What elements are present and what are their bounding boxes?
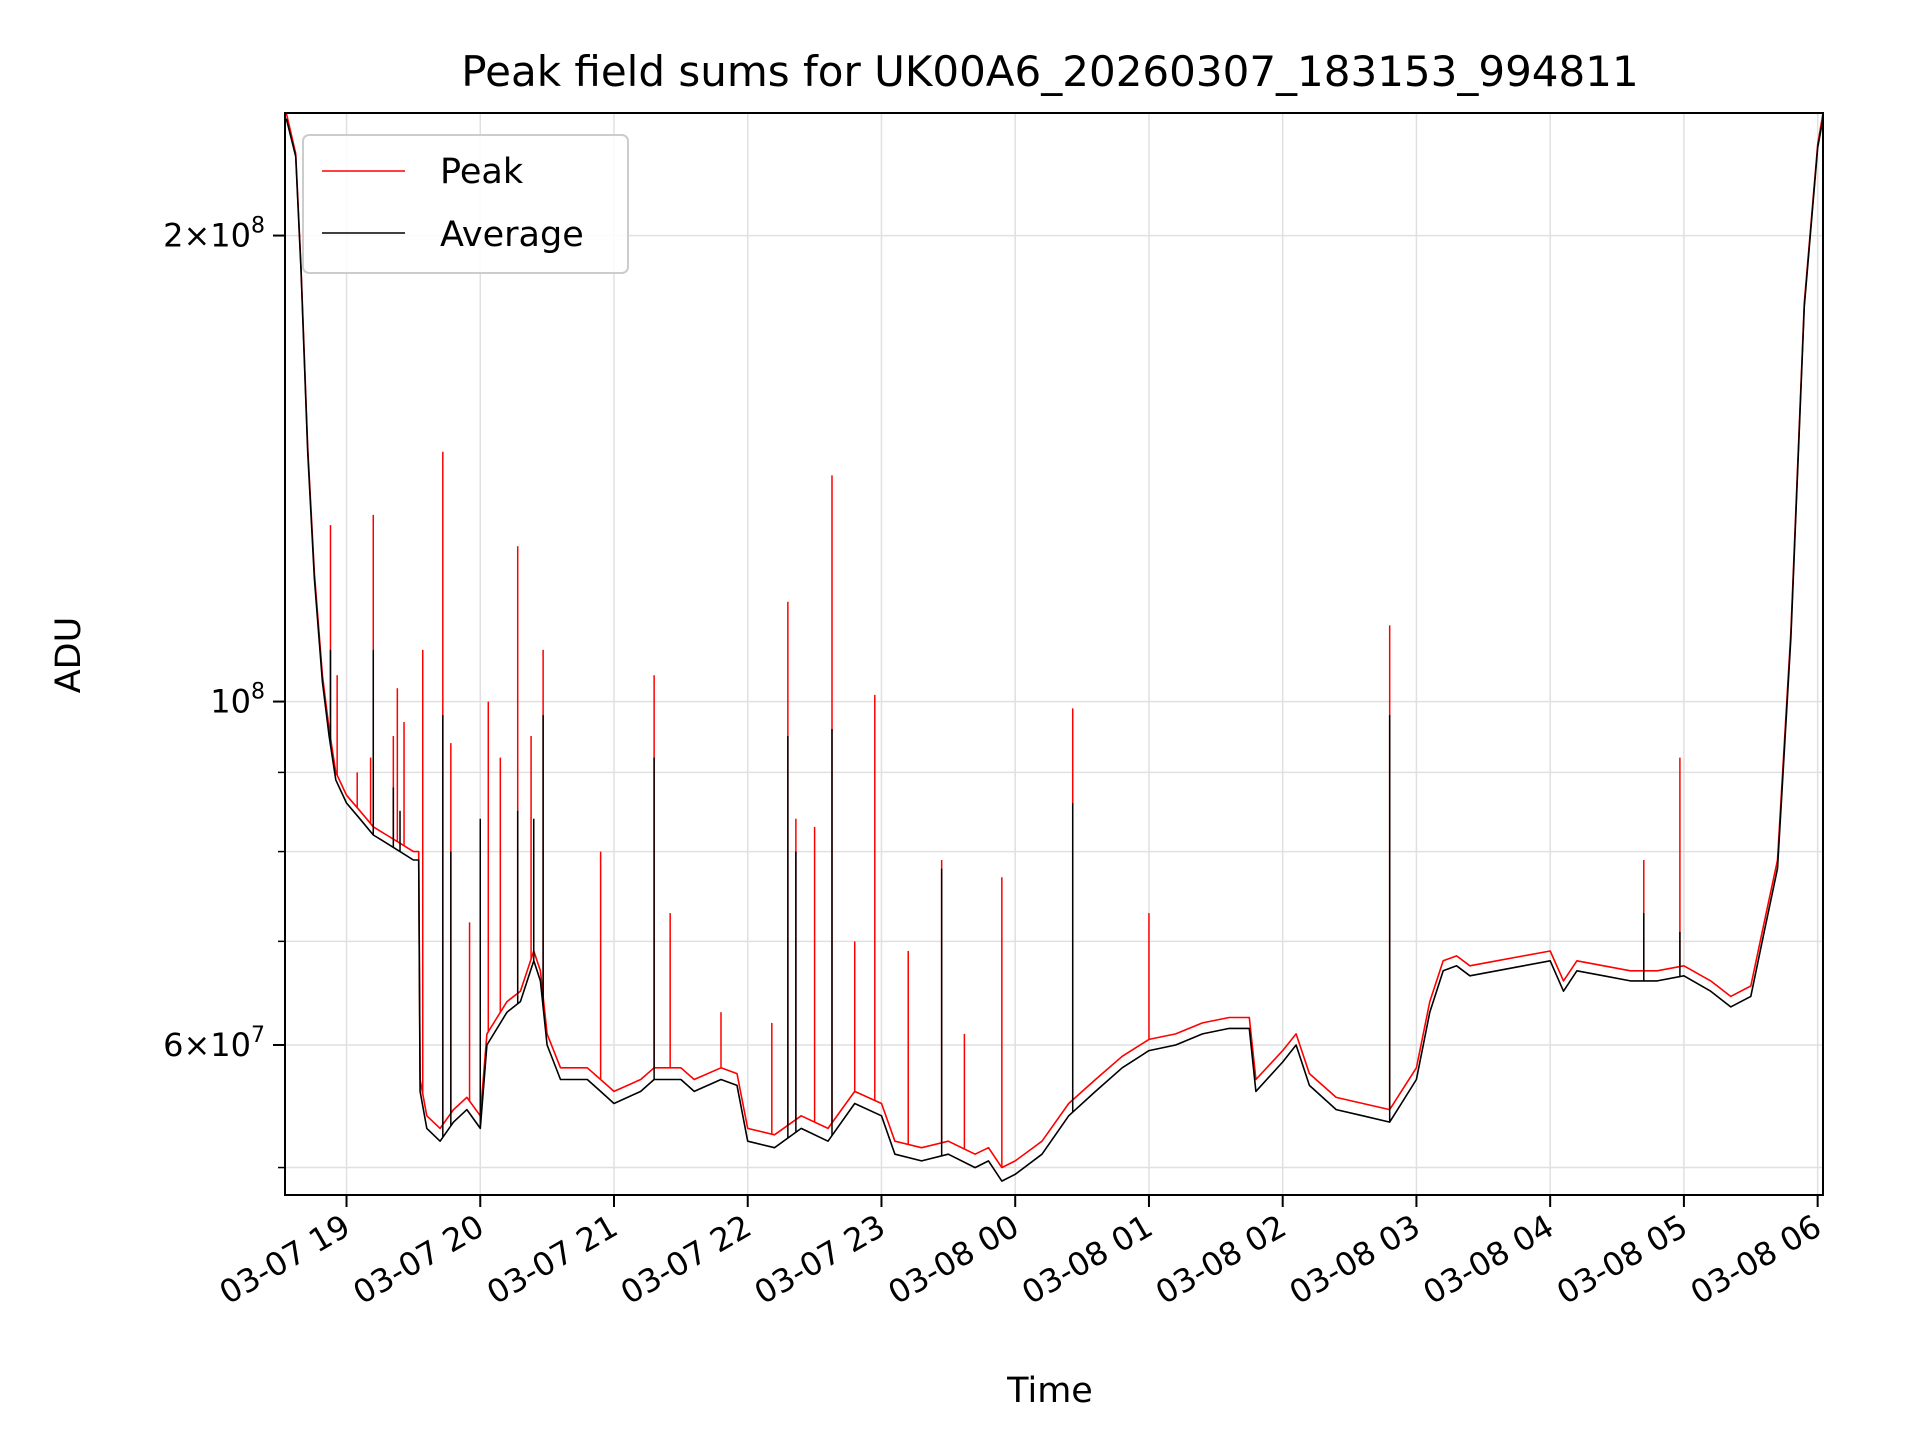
y-tick-label: 2×108 [163,214,265,255]
y-tick-label-exponent: 8 [251,214,265,239]
x-axis-label: Time [1006,1371,1093,1411]
series-line-average [285,118,1824,1182]
y-tick-label-base: 6×10 [163,1026,251,1064]
legend-label-average: Average [440,215,584,255]
legend-label-peak: Peak [440,152,524,192]
y-tick-label: 6×107 [163,1023,265,1064]
chart-title: Peak field sums for UK00A6_20260307_1831… [461,47,1638,96]
y-tick-label-exponent: 7 [251,1023,265,1048]
legend-box [302,134,629,274]
y-tick-label: 108 [210,680,265,721]
y-tick-label-base: 2×10 [163,217,251,255]
plot-frame [284,112,1824,1196]
series-group [285,112,1824,1182]
y-tick-label-base: 10 [210,683,251,721]
legend: Peak Average [302,134,629,274]
grid-lines [285,113,1823,1195]
y-tick-label-exponent: 8 [251,680,265,705]
y-axis-label: ADU [49,617,89,694]
series-average [285,118,1824,1182]
